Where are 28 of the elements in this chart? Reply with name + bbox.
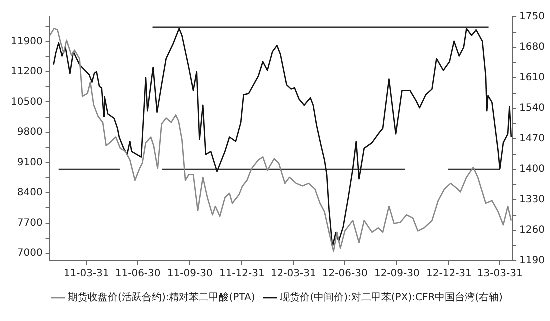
y2-tick-label: 1190 xyxy=(520,256,546,267)
x-tick-label: 12-06-30 xyxy=(322,268,368,280)
y-tick-label: 7700 xyxy=(17,218,43,229)
y2-tick-label: 1470 xyxy=(520,134,546,145)
y2-tick-label: 1400 xyxy=(520,164,546,176)
legend-label: 期货收盘价(活跃合约):精对苯二甲酸(PTA) xyxy=(68,292,256,304)
y2-tick-label: 1260 xyxy=(520,225,546,236)
x-tick-label: 11-12-31 xyxy=(219,268,265,280)
legend-label: 现货价(中间价):对二甲苯(PX):CFR中国台湾(右轴) xyxy=(280,292,504,304)
x-tick-label: 11-03-31 xyxy=(64,268,110,280)
y-tick-label: 7000 xyxy=(17,248,43,260)
x-tick-label: 13-03-31 xyxy=(477,268,523,280)
x-tick-label: 12-09-30 xyxy=(374,268,420,280)
y-tick-label: 11900 xyxy=(11,36,43,48)
y2-tick-label: 1680 xyxy=(520,42,546,54)
y-tick-label: 9800 xyxy=(17,127,43,138)
y2-tick-label: 1610 xyxy=(520,72,546,84)
y-tick-label: 11200 xyxy=(11,66,43,78)
x-tick-label: 11-09-30 xyxy=(167,268,213,280)
y2-tick-label: 1750 xyxy=(520,12,546,23)
y2-tick-label: 1330 xyxy=(520,194,546,206)
y2-tick-label: 1540 xyxy=(520,103,546,114)
y-tick-label: 8400 xyxy=(17,188,43,199)
x-tick-label: 12-03-31 xyxy=(270,268,316,280)
y-tick-label: 9100 xyxy=(17,157,43,168)
x-tick-label: 12-12-31 xyxy=(426,268,472,280)
x-tick-label: 11-06-30 xyxy=(115,268,161,280)
y-tick-label: 10500 xyxy=(11,96,43,108)
